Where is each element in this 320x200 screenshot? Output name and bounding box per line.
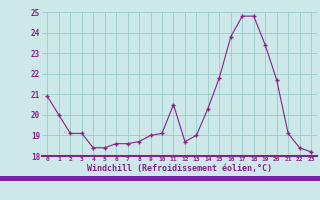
- X-axis label: Windchill (Refroidissement éolien,°C): Windchill (Refroidissement éolien,°C): [87, 164, 272, 173]
